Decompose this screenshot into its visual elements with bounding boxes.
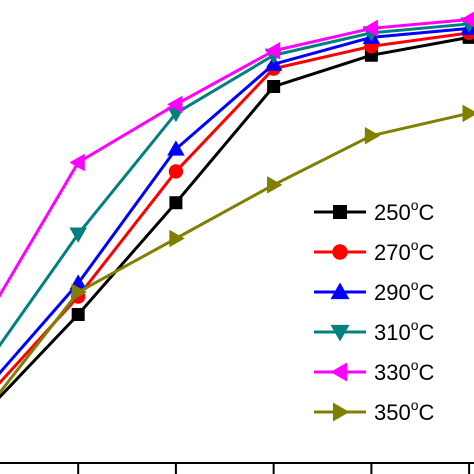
data-point [167,140,185,156]
data-point [462,104,474,123]
data-point [167,95,183,114]
data-point [460,11,474,28]
legend-entry: 250oC [314,197,435,225]
legend-marker [332,244,348,260]
data-point [69,227,87,243]
data-point [71,307,85,321]
legend-entry: 310oC [314,317,435,345]
legend: 250oC 270oC 290oC 310oC 330oC 350oC [314,197,435,425]
legend-label: 310oC [374,317,435,345]
legend-label: 270oC [374,237,435,265]
data-point [267,176,283,194]
data-point [362,19,378,38]
plot-area [0,11,474,399]
data-point [267,80,281,94]
legend-entry: 350oC [314,397,435,425]
legend-marker [330,362,348,382]
legend-entry: 330oC [314,357,435,385]
legend-entry: 270oC [314,237,435,265]
legend-marker [332,402,350,422]
legend-label: 350oC [374,397,435,425]
data-point [364,126,381,145]
data-point [169,229,185,248]
data-point [264,41,281,60]
legend-label: 250oC [374,197,435,225]
data-point [71,283,87,301]
data-point [69,153,85,172]
legend-marker [330,324,350,342]
data-point [168,164,184,179]
legend-label: 330oC [374,357,435,385]
legend-marker [330,282,350,300]
series-350 [0,104,474,395]
series-330 [0,11,474,298]
legend-marker [333,205,347,219]
legend-label: 290oC [374,277,435,305]
x-axis [0,462,474,474]
series-line [0,21,474,348]
legend-entry: 290oC [314,277,435,305]
data-point [169,196,183,210]
series-310 [0,17,474,348]
